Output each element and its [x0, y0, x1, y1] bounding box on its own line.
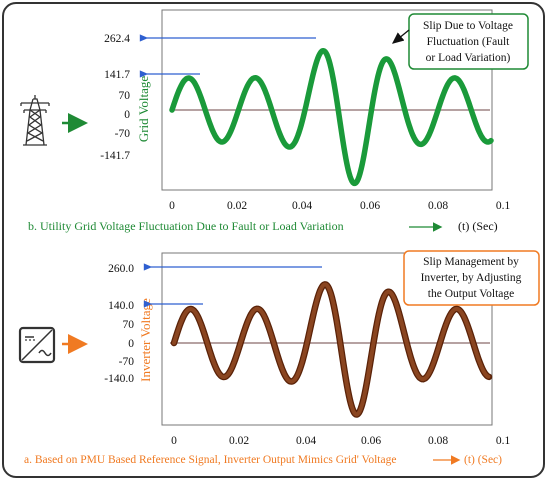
- y-axis-label-grid: Grid Voltage: [136, 76, 151, 143]
- y-tick-label: -141.7: [100, 150, 130, 162]
- panel-bottom: 260.0 140.0 70 0 -70 -140.0 Inverter Vol…: [18, 250, 540, 466]
- y-tick-label: 140.0: [108, 300, 134, 312]
- callout-line: Slip Management by: [423, 256, 519, 268]
- x-tick-label: 0.1: [496, 200, 511, 212]
- y-tick-label: -70: [115, 128, 131, 140]
- panel-top: 262.4 141.7 70 0 -70 -141.7 Grid Voltage…: [20, 9, 529, 233]
- x-tick-label: 0.02: [229, 435, 249, 447]
- y-tick-label: 0: [124, 109, 130, 121]
- callout-line: Slip Due to Voltage: [423, 20, 513, 32]
- caption-grid: b. Utility Grid Voltage Fluctuation Due …: [28, 219, 344, 233]
- callout-line: Inverter, by Adjusting: [421, 272, 522, 284]
- y-tick-label: -70: [119, 356, 135, 368]
- x-tick-label: 0.04: [296, 435, 316, 447]
- x-tick-label: 0: [171, 435, 177, 447]
- callout-pointer: [391, 29, 410, 44]
- inverter-voltage-waveform: [172, 282, 491, 417]
- x-tick-label: 0.1: [496, 435, 511, 447]
- callout-line: Fluctuation (Fault: [427, 36, 511, 48]
- caption-inverter: a. Based on PMU Based Reference Signal, …: [24, 454, 396, 466]
- x-tick-label: 0.06: [360, 200, 380, 212]
- y-tick-label: 0: [128, 338, 134, 350]
- transmission-tower-icon: [20, 95, 50, 146]
- x-tick-label: 0.08: [428, 435, 448, 447]
- inverter-icon: [18, 326, 56, 364]
- y-tick-label: 141.7: [104, 69, 130, 81]
- callout-slip-grid: [408, 13, 529, 70]
- callout-line: or Load Variation): [426, 52, 511, 64]
- y-tick-label: -140.0: [104, 373, 134, 385]
- y-tick-label: 262.4: [104, 33, 130, 45]
- x-tick-label: 0.08: [428, 200, 448, 212]
- x-tick-label: 0.04: [292, 200, 312, 212]
- x-tick-label: 0.02: [227, 200, 247, 212]
- callout-slip-inverter: [403, 250, 540, 306]
- y-tick-label: 260.0: [108, 263, 134, 275]
- y-axis-label-inverter: Inverter Voltage: [138, 298, 153, 382]
- x-axis-unit: (t) (Sec): [458, 219, 498, 233]
- x-tick-label: 0: [169, 200, 175, 212]
- y-tick-label: 70: [119, 90, 131, 102]
- x-axis-unit: (t) (Sec): [464, 454, 502, 466]
- grid-voltage-waveform: [169, 47, 494, 187]
- y-tick-label: 70: [123, 319, 135, 331]
- callout-line: the Output Voltage: [428, 288, 514, 300]
- x-tick-label: 0.06: [361, 435, 381, 447]
